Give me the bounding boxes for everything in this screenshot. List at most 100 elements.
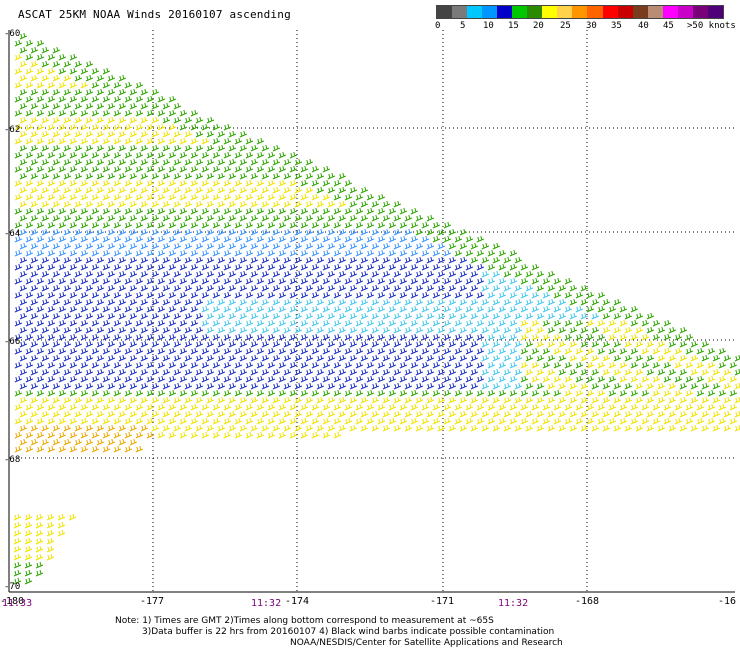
wind-barb <box>327 270 336 278</box>
wind-barb <box>608 375 617 383</box>
wind-barb <box>212 291 221 299</box>
wind-barb <box>663 333 672 341</box>
wind-barb <box>113 263 122 271</box>
wind-barb <box>448 382 457 390</box>
wind-barb <box>426 256 435 264</box>
wind-barb <box>327 214 336 222</box>
wind-barb <box>426 368 435 376</box>
wind-barb <box>157 333 166 341</box>
wind-barb <box>47 361 56 369</box>
wind-barb <box>36 221 45 229</box>
wind-barb <box>250 298 259 306</box>
lat-label: -60 <box>4 29 20 39</box>
wind-barb <box>47 165 56 173</box>
wind-barb <box>448 340 457 348</box>
wind-barb <box>272 158 281 166</box>
wind-barb <box>25 109 34 117</box>
wind-barb <box>41 60 50 68</box>
wind-barb <box>613 298 622 306</box>
wind-barb <box>580 410 589 418</box>
wind-barb <box>432 277 441 285</box>
wind-barb <box>63 60 72 68</box>
wind-barb <box>85 354 94 362</box>
wind-barb <box>300 165 309 173</box>
wind-barb <box>36 431 45 439</box>
wind-barb <box>58 249 67 257</box>
wind-barb <box>410 305 419 313</box>
wind-barb <box>135 249 144 257</box>
wind-barb <box>151 354 160 362</box>
wind-barb <box>140 382 149 390</box>
wind-barb <box>58 95 67 103</box>
wind-barb <box>668 396 677 404</box>
wind-barb <box>58 109 67 117</box>
wind-barb <box>465 361 474 369</box>
wind-barb <box>459 270 468 278</box>
wind-barb <box>195 144 204 152</box>
wind-barb <box>311 319 320 327</box>
wind-barb <box>657 396 666 404</box>
wind-barb <box>663 389 672 397</box>
wind-barb <box>14 193 23 201</box>
wind-barb <box>13 537 22 545</box>
wind-barb <box>300 291 309 299</box>
wind-barb <box>371 368 380 376</box>
wind-barb <box>437 382 446 390</box>
wind-barb <box>344 263 353 271</box>
wind-barb <box>531 277 540 285</box>
wind-barb <box>96 102 105 110</box>
wind-barb <box>421 403 430 411</box>
wind-barb <box>223 235 232 243</box>
wind-barb <box>360 312 369 320</box>
wind-barb <box>30 74 39 82</box>
wind-barb <box>316 186 325 194</box>
wind-barb <box>173 102 182 110</box>
wind-barb <box>399 305 408 313</box>
wind-barb <box>586 403 595 411</box>
wind-barb <box>52 130 61 138</box>
wind-barb <box>190 263 199 271</box>
wind-barbs <box>13 32 740 585</box>
wind-barb <box>19 32 28 40</box>
wind-barb <box>74 158 83 166</box>
wind-barb <box>234 249 243 257</box>
wind-barb <box>85 270 94 278</box>
wind-barb <box>250 172 259 180</box>
wind-barb <box>630 333 639 341</box>
wind-barb <box>124 123 133 131</box>
wind-barb <box>52 340 61 348</box>
wind-barb <box>278 277 287 285</box>
wind-barb <box>679 382 688 390</box>
wind-barb <box>212 235 221 243</box>
wind-barb <box>52 74 61 82</box>
wind-barb <box>256 235 265 243</box>
wind-barb <box>58 207 67 215</box>
wind-barb <box>25 221 34 229</box>
wind-barb <box>24 553 33 561</box>
wind-barb <box>591 410 600 418</box>
wind-barb <box>151 144 160 152</box>
wind-barb <box>443 361 452 369</box>
wind-barb <box>393 326 402 334</box>
wind-barb <box>162 424 171 432</box>
wind-barb <box>509 403 518 411</box>
wind-barb <box>426 284 435 292</box>
wind-barb <box>102 417 111 425</box>
wind-barb <box>36 333 45 341</box>
wind-barb <box>151 172 160 180</box>
wind-barb <box>36 151 45 159</box>
wind-barb <box>47 249 56 257</box>
wind-barb <box>311 361 320 369</box>
wind-barb <box>30 130 39 138</box>
wind-barb <box>206 382 215 390</box>
wind-barb <box>619 333 628 341</box>
wind-barb <box>360 228 369 236</box>
wind-barb <box>278 333 287 341</box>
wind-barb <box>448 270 457 278</box>
wind-barb <box>129 214 138 222</box>
wind-barb <box>184 284 193 292</box>
wind-barb <box>300 347 309 355</box>
wind-barb <box>316 172 325 180</box>
wind-barb <box>613 410 622 418</box>
wind-barb <box>344 305 353 313</box>
